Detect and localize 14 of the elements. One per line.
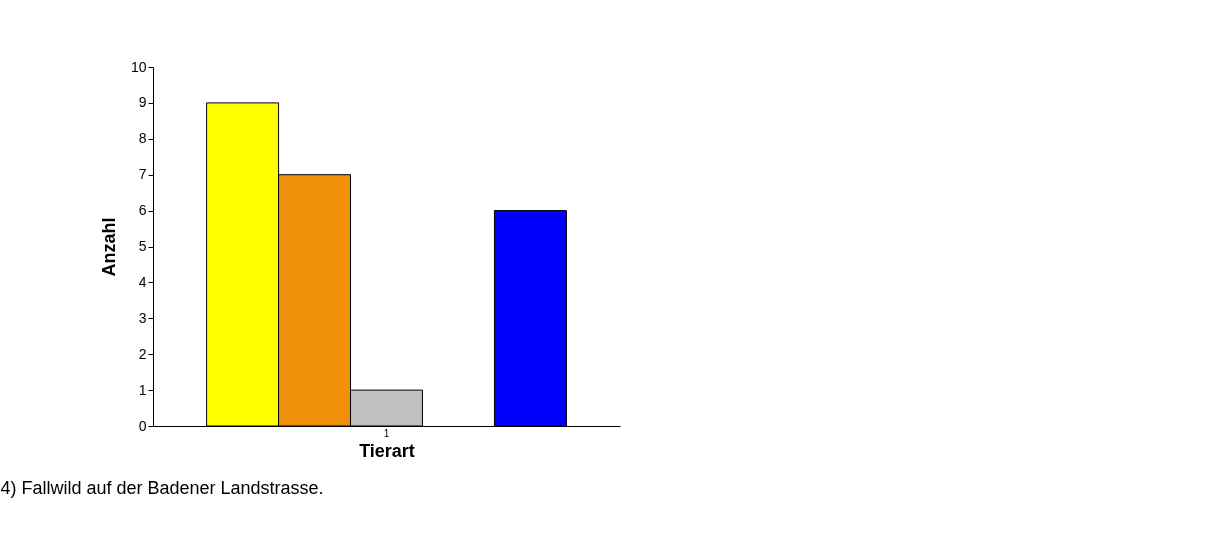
y-tick-label: 10 <box>130 58 147 75</box>
y-tick-label: 0 <box>138 417 147 434</box>
y-tick-label: 8 <box>138 130 147 147</box>
y-tick-label: 1 <box>138 381 147 398</box>
y-tick-label: 4 <box>138 273 147 290</box>
y-tick-label: 6 <box>138 202 147 219</box>
y-axis-title: Anzahl <box>98 217 119 277</box>
x-axis-title: Tierart <box>359 440 415 461</box>
text: 4) Fallwild auf der Badener Landstrasse. <box>0 478 324 498</box>
y-tick-label: 3 <box>138 309 147 326</box>
y-tick-label: 9 <box>138 94 147 111</box>
y-tick-label: 5 <box>138 238 147 254</box>
y-tick-label: 7 <box>138 166 147 183</box>
y-tick-label: 2 <box>138 345 147 362</box>
